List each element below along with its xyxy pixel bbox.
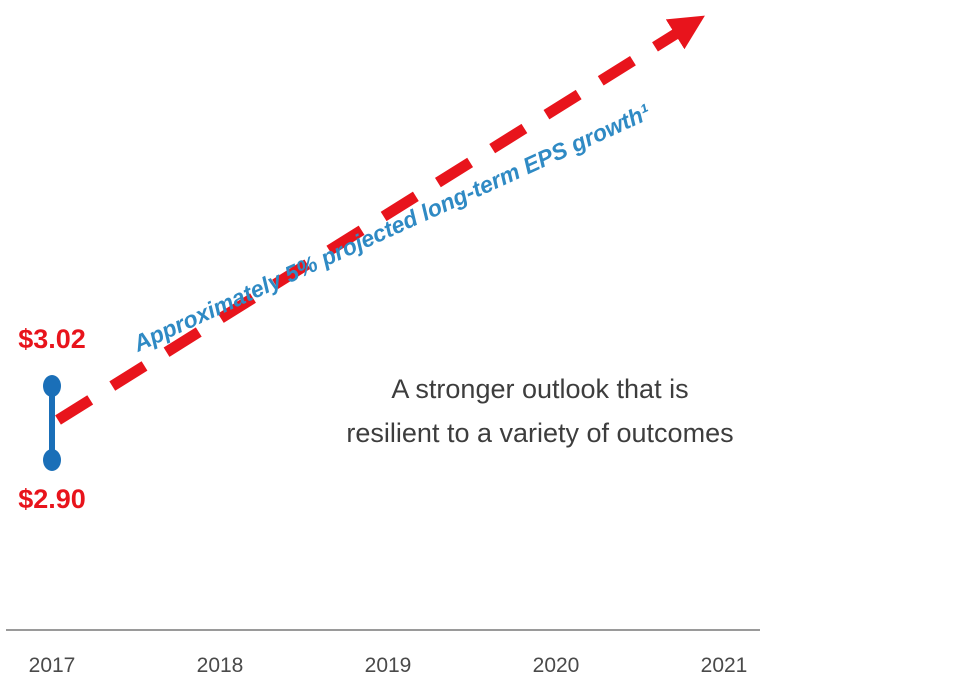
x-tick-label-2018: 2018 (197, 654, 244, 677)
x-tick-label-2017: 2017 (29, 654, 76, 677)
x-tick-label-2021: 2021 (701, 654, 748, 677)
x-tick-label-2020: 2020 (533, 654, 580, 677)
annotation-label: Approximately 5% projected long-term EPS… (128, 99, 654, 357)
range-high-point (43, 375, 61, 397)
range-high-label: $3.02 (18, 324, 86, 354)
plot-area: $3.02 $2.90 (18, 15, 705, 514)
range-low-label: $2.90 (18, 484, 86, 514)
x-tick-label-2019: 2019 (365, 654, 412, 677)
outlook-note-line-2: resilient to a variety of outcomes (346, 418, 733, 448)
range-low-point (43, 449, 61, 471)
x-axis-ticks: 2017 2018 2019 2020 2021 (29, 654, 748, 677)
outlook-note-line-1: A stronger outlook that is (391, 374, 688, 404)
